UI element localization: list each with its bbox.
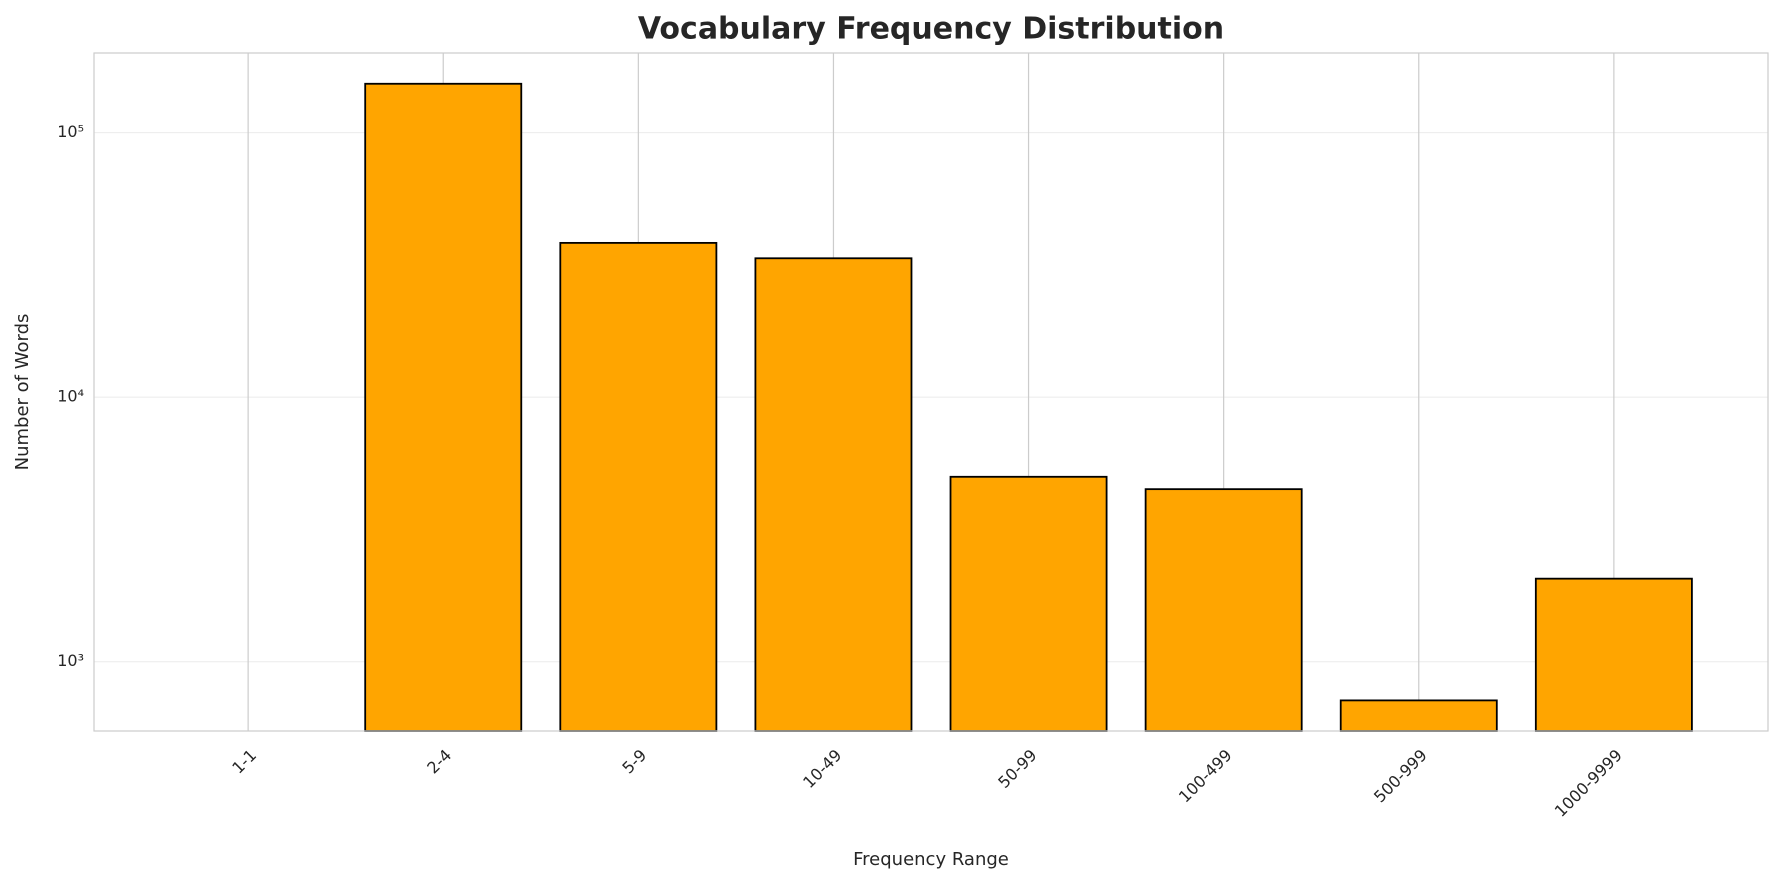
x-tick-label: 1-1 xyxy=(228,746,260,778)
bar xyxy=(1144,488,1303,732)
bar xyxy=(754,257,913,732)
bar xyxy=(1534,577,1693,732)
x-tick-label: 100-499 xyxy=(1175,746,1236,807)
bar xyxy=(559,241,718,732)
chart-title: Vocabulary Frequency Distribution xyxy=(638,12,1224,47)
y-tick-label: 10⁵ xyxy=(57,122,84,141)
x-tick-label: 10-49 xyxy=(799,746,845,792)
plot-frame xyxy=(93,52,1769,732)
y-axis-label: Number of Words xyxy=(12,314,33,471)
y-tick-label: 10⁴ xyxy=(57,387,84,406)
x-tick-label: 5-9 xyxy=(618,746,650,778)
x-axis-label: Frequency Range xyxy=(853,849,1009,870)
x-tick-label: 2-4 xyxy=(423,746,455,778)
x-tick-label: 500-999 xyxy=(1370,746,1431,807)
bar xyxy=(949,475,1108,732)
bar xyxy=(364,82,523,732)
y-tick-label: 10³ xyxy=(57,651,84,670)
x-tick-label: 50-99 xyxy=(994,746,1040,792)
bar xyxy=(1339,699,1498,732)
x-tick-label: 1000-9999 xyxy=(1551,746,1626,821)
